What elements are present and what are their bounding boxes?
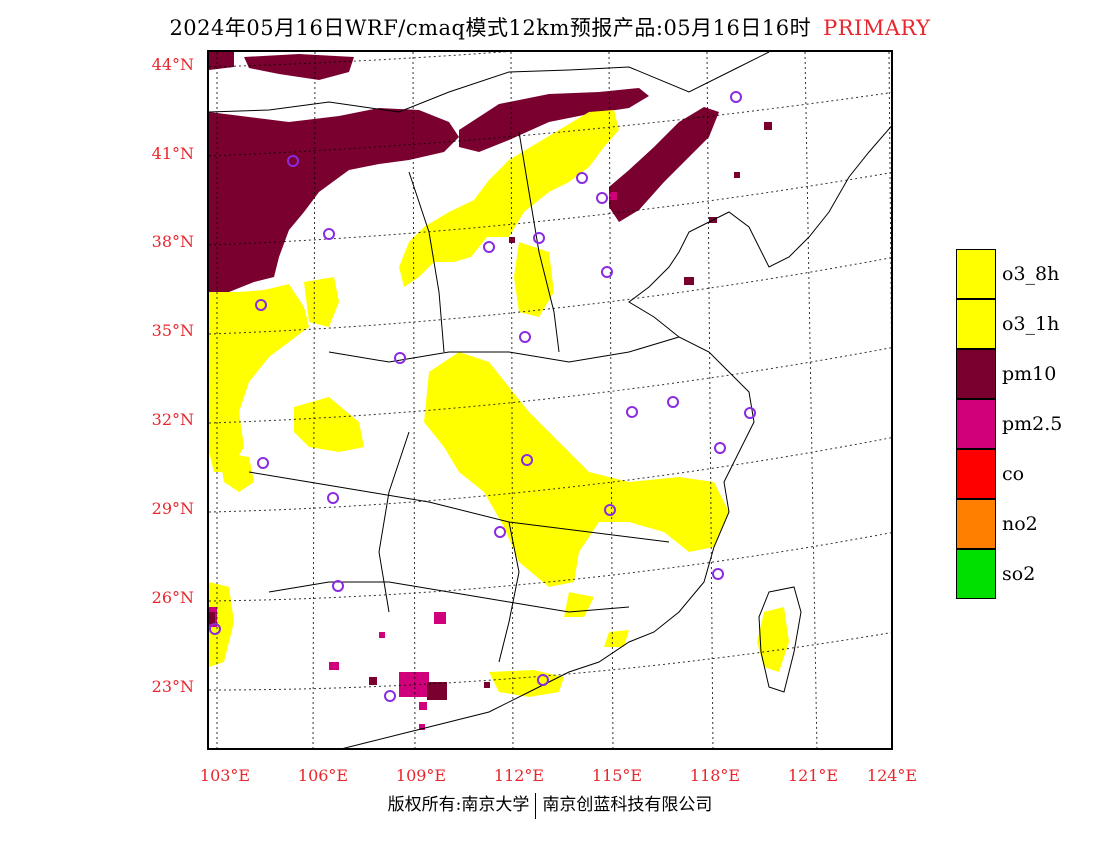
pm10-corner-top (209, 52, 234, 70)
coastline (342, 125, 891, 748)
taiwan-outline (758, 586, 802, 693)
station-marker (209, 623, 221, 635)
legend-label: pm2.5 (1002, 413, 1063, 435)
legend-label: no2 (1002, 513, 1038, 535)
legend-swatch (956, 449, 996, 499)
border-internal-7 (378, 431, 410, 613)
o3-region-taiwan (757, 607, 789, 672)
legend-swatch (956, 549, 996, 599)
lat-label-41: 41°N (151, 144, 194, 163)
station-marker (332, 580, 344, 592)
station-marker (537, 674, 549, 686)
o3-region-north (399, 110, 619, 287)
lat-label-44: 44°N (151, 55, 194, 74)
lon-label-109: 109°E (395, 766, 447, 785)
station-marker (596, 192, 608, 204)
station-marker (394, 352, 406, 364)
lon-label-124: 124°E (866, 766, 918, 785)
graticule (209, 52, 891, 748)
border-internal-1 (328, 336, 680, 363)
station-marker (323, 228, 335, 240)
lat-label-32: 32°N (151, 410, 194, 429)
station-marker (576, 172, 588, 184)
map-title: 2024年05月16日WRF/cmaq模式12km预报产品:05月16日16时 P… (0, 12, 1100, 42)
pm10-band-north (459, 88, 649, 152)
station-marker (255, 299, 267, 311)
station-marker (730, 91, 742, 103)
title-text: 2024年05月16日WRF/cmaq模式12km预报产品:05月16日16时 (169, 16, 812, 40)
o3-region-east-spot (564, 592, 594, 617)
station-marker (384, 690, 396, 702)
legend-label: pm10 (1002, 363, 1057, 385)
station-marker (601, 266, 613, 278)
border-internal-3 (518, 131, 560, 353)
copyright-left: 版权所有:南京大学 (387, 795, 530, 815)
legend-swatch (956, 349, 996, 399)
boundaries (209, 52, 891, 748)
border-north (209, 52, 770, 113)
station-marker (744, 407, 756, 419)
o3-region-coast-spot (604, 630, 629, 647)
lat-label-29: 29°N (151, 499, 194, 518)
pm10-region-northeast (609, 107, 719, 222)
border-internal-4 (248, 471, 670, 543)
o3-regions (209, 110, 789, 697)
lat-label-26: 26°N (151, 588, 194, 607)
station-marker (483, 241, 495, 253)
o3-region-south (489, 670, 564, 697)
pm10-regions (209, 52, 772, 292)
map-canvas (209, 52, 891, 748)
o3-region-west-small (304, 277, 339, 327)
station-marker (533, 232, 545, 244)
station-marker (714, 442, 726, 454)
map-panel (207, 50, 893, 750)
border-internal-6 (498, 521, 520, 663)
lon-label-103: 103°E (199, 766, 251, 785)
border-internal-5 (268, 581, 630, 613)
pm10-region-northwest (209, 108, 459, 292)
border-internal-2 (408, 171, 445, 353)
station-marker (257, 457, 269, 469)
station-marker (494, 526, 506, 538)
o3-region-yangtze (424, 352, 729, 587)
o3-region-west (209, 284, 309, 472)
station-markers (209, 91, 756, 702)
station-marker (604, 504, 616, 516)
legend-swatch (956, 249, 996, 299)
pm10-strip-top (244, 54, 354, 80)
lat-label-23: 23°N (151, 677, 194, 696)
legend-swatch (956, 499, 996, 549)
station-marker (712, 568, 724, 580)
lon-label-115: 115°E (591, 766, 643, 785)
station-marker (327, 492, 339, 504)
o3-region-yunnan (219, 452, 254, 492)
o3-region-southwest (209, 582, 234, 667)
legend-label: o3_1h (1002, 313, 1060, 335)
station-marker (626, 406, 638, 418)
lon-label-112: 112°E (493, 766, 545, 785)
legend-swatch (956, 299, 996, 349)
legend-label: co (1002, 463, 1025, 485)
station-marker (287, 155, 299, 167)
station-marker (521, 454, 533, 466)
station-marker (519, 331, 531, 343)
legend-label: so2 (1002, 563, 1036, 585)
primary-tag: PRIMARY (823, 16, 931, 40)
lat-label-35: 35°N (151, 321, 194, 340)
copyright-footer: 版权所有:南京大学 南京创蓝科技有限公司 (0, 790, 1100, 819)
lon-label-118: 118°E (689, 766, 741, 785)
pm10-south-spots (209, 612, 490, 700)
o3-region-sichuan (294, 397, 364, 452)
legend-label: o3_8h (1002, 263, 1060, 285)
lon-label-121: 121°E (787, 766, 839, 785)
footer-divider (535, 792, 537, 819)
o3-region-central (514, 242, 554, 317)
copyright-right: 南京创蓝科技有限公司 (542, 795, 713, 815)
lon-label-106: 106°E (297, 766, 349, 785)
station-marker (667, 396, 679, 408)
legend-swatch (956, 399, 996, 449)
lat-label-38: 38°N (151, 232, 194, 251)
